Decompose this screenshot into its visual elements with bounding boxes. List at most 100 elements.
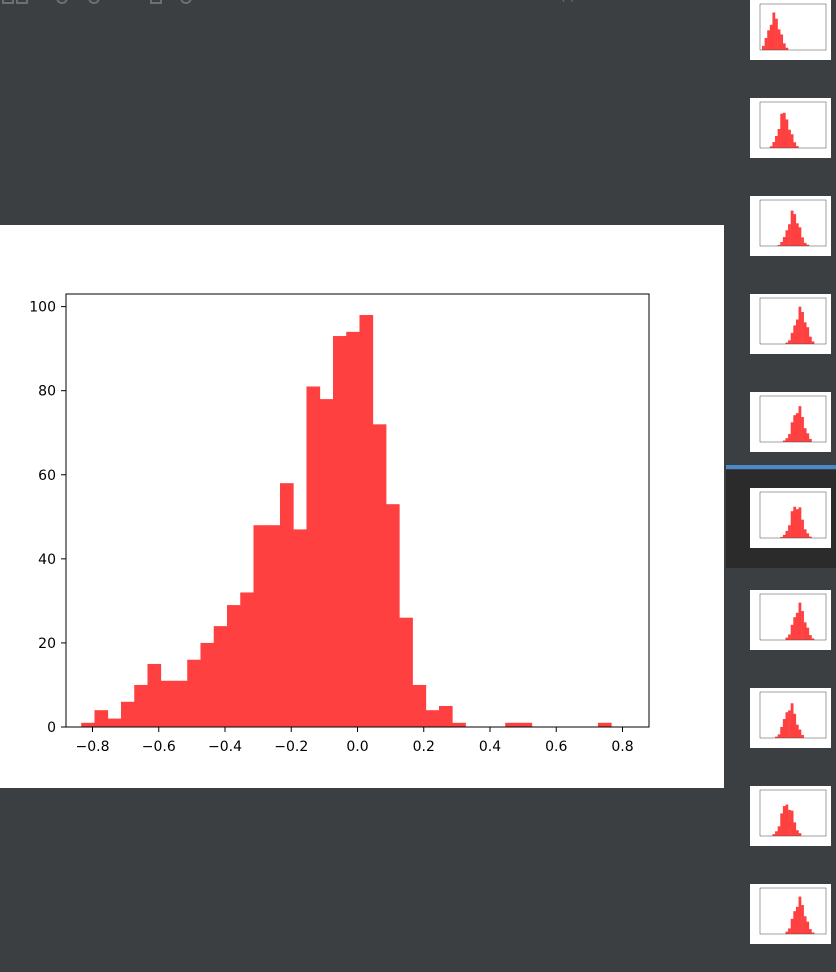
thumbnail-bar [769,24,773,50]
y-tick-label: 20 [38,636,56,652]
thumbnail-bar [772,141,776,148]
x-tick-label: 0.2 [413,739,435,755]
fit-icon[interactable] [180,0,192,4]
thumbnail-frame [759,691,827,739]
thumbnail-bar [793,415,797,442]
plot-thumbnail[interactable] [726,382,836,480]
thumbnail-bar [775,18,778,50]
thumbnail-bar [803,529,807,538]
thumbnail-image [750,0,831,60]
x-tick-label: −0.8 [76,739,110,755]
thumbnail-image [750,294,831,354]
thumbnail-bar [811,638,815,640]
thumbnail-bar [790,703,794,738]
plot-thumbnail[interactable] [726,580,836,678]
y-tick-label: 0 [47,720,56,736]
thumbnail-bar [801,519,804,538]
histogram-bar [319,399,334,727]
histogram-bar [160,680,175,727]
thumbnail-image [750,786,831,846]
histogram-bar [173,680,188,727]
y-tick-label: 40 [38,552,56,568]
x-tick-label: 0.0 [346,739,368,755]
thumbnail-bar [782,43,786,50]
plot-thumbnail[interactable] [726,874,836,972]
plot-thumbnail[interactable] [726,678,836,776]
plot-thumbnail[interactable] [726,186,836,284]
x-tick-label: 0.8 [611,739,633,755]
toolbar-status-text: ( ) [560,0,575,4]
zoom-out-icon[interactable] [88,0,100,4]
thumbnail-bar [785,342,789,344]
histogram-bar [120,701,135,727]
thumbnail-bar [785,931,789,934]
zoom-in-icon[interactable] [56,0,68,4]
selected-thumbnail-indicator [726,465,836,469]
thumbnail-bar [785,712,789,738]
thumbnail-bar [788,928,791,934]
thumbnail-bar [806,627,810,640]
thumbnail-bar [780,813,784,836]
plot-thumbnail[interactable] [726,776,836,874]
thumbnail-bar [762,45,765,50]
thumbnail-bar [772,834,776,836]
thumbnail-bar [785,530,789,538]
thumbnail-bar [777,826,781,836]
thumbnail-bar [790,918,794,934]
histogram-bar [94,710,109,727]
thumbnail-bar [790,134,794,148]
thumbnail-bar [785,438,789,442]
thumbnail-image [750,392,831,452]
histogram-bar [134,684,148,727]
histogram-bar [385,504,400,727]
thumbnail-bar [769,146,773,148]
thumbnail-bar [811,341,815,344]
histogram-bar [293,529,307,727]
plot-thumbnail[interactable] [726,284,836,382]
thumbnail-image [750,98,831,158]
thumbnail-image [750,196,831,256]
thumbnail-bar [764,37,768,50]
plot-image: −0.8 −0.6 −0.4 −0.2 0.0 0.2 0.4 0.6 0.8 0 20 40 60 80… [0,225,724,788]
thumbnail-bar [782,440,786,442]
x-tick-label: −0.4 [208,739,242,755]
thumbnail-bar [788,634,791,640]
thumbnail-bar [777,734,781,738]
thumbnail-bar [788,809,791,836]
thumbnail-bar [780,536,784,538]
thumbnail-bar [777,244,781,246]
thumbnail-bar [806,921,810,934]
thumbnail-bar [782,237,786,246]
plot-thumbnail[interactable] [726,0,836,88]
actual-size-icon[interactable] [150,0,162,4]
toolbar-icon-2[interactable] [16,0,28,4]
thumbnail-bar [795,724,799,738]
y-tick-label: 80 [38,384,56,400]
thumbnail-bar [775,736,778,738]
y-tick-label: 100 [29,300,56,316]
toolbar-icon-1[interactable] [2,0,14,4]
thumbnail-bar [785,230,789,246]
thumbnail-bar [798,602,802,640]
thumbnail-bar [793,911,797,934]
histogram-bar [372,424,387,727]
thumbnail-image [750,688,831,748]
thumbnail-image [750,884,831,944]
thumbnail-bar [793,142,797,148]
histogram-bar [200,642,215,727]
histogram-bar [505,722,519,727]
thumbnail-bar [780,241,784,246]
thumbnail-bar [788,710,791,738]
thumbnail-bar [803,622,807,640]
plot-thumbnail[interactable] [726,470,836,568]
histogram-bar [81,722,95,727]
thumbnail-bar [795,146,799,148]
thumbnail-bar [808,536,812,538]
histogram-bar [346,331,360,727]
thumbnail-frame [759,395,827,443]
plot-thumbnail[interactable] [726,88,836,186]
y-tick-label: 60 [38,468,56,484]
thumbnail-frame [759,101,827,149]
x-tick-label: 0.6 [545,739,567,755]
thumbnail-bar [780,726,784,738]
